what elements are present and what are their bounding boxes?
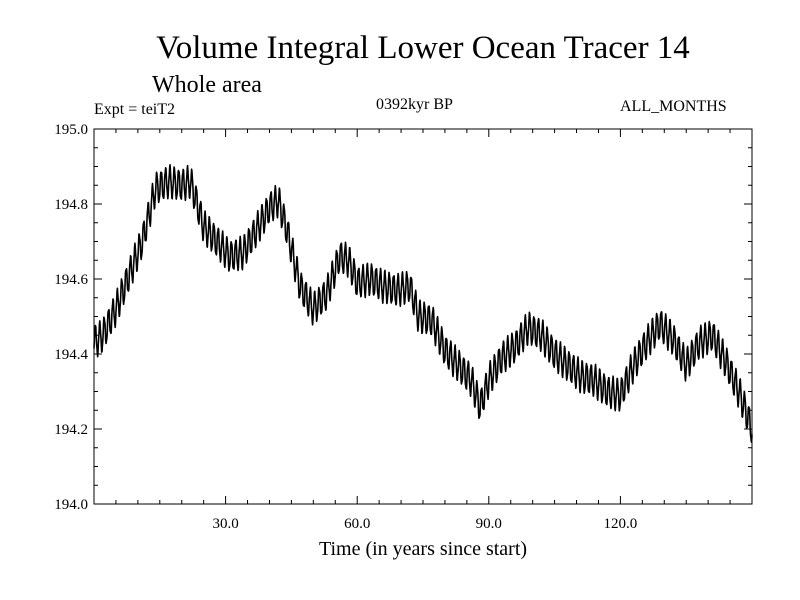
y-tick-label: 194.0	[54, 497, 88, 513]
chart-title: Volume Integral Lower Ocean Tracer 14	[156, 30, 690, 66]
y-tick-label: 194.6	[54, 272, 88, 288]
y-tick-label: 194.8	[54, 197, 88, 213]
series-layer	[93, 164, 753, 443]
axis-tick-labels: 194.0 194.2 194.4 194.6 194.8 195.0 30.0 60.0 90…	[54, 122, 637, 532]
period-label: 0392kyr BP	[376, 96, 453, 113]
y-tick-label: 195.0	[54, 122, 88, 138]
series-line	[93, 164, 753, 443]
x-tick-label: 30.0	[212, 516, 238, 532]
months-label: ALL_MONTHS	[620, 98, 727, 115]
experiment-label: Expt = teiT2	[94, 101, 176, 118]
x-tick-label: 120.0	[604, 516, 638, 532]
plot-frame	[93, 128, 753, 505]
y-tick-label: 194.4	[54, 347, 88, 363]
x-tick-label: 90.0	[476, 516, 502, 532]
x-tick-label: 60.0	[344, 516, 370, 532]
chart-subtitle: Whole area	[152, 72, 262, 98]
y-tick-label: 194.2	[54, 422, 88, 438]
x-axis-label: Time (in years since start)	[318, 538, 528, 560]
